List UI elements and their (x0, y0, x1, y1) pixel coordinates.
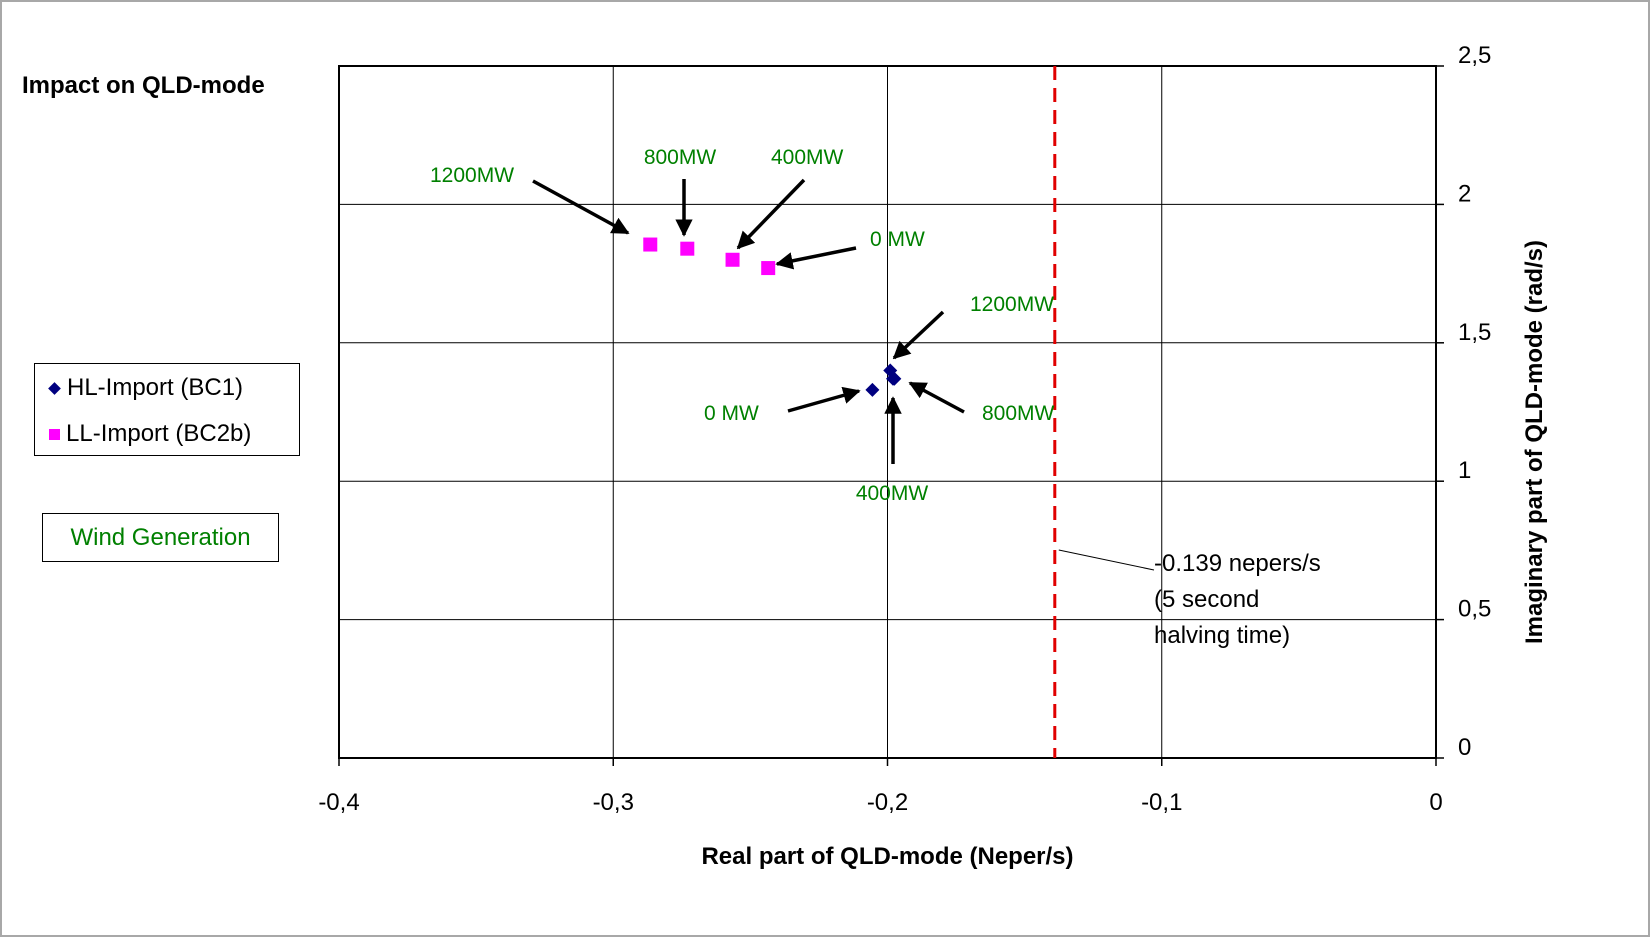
y-tick-label: 1,5 (1458, 319, 1491, 346)
square-marker-icon (49, 428, 60, 440)
diamond-marker-icon (48, 381, 61, 395)
annotation-arrow (892, 310, 945, 360)
label-hl-400: 400MW (856, 482, 929, 505)
legend: HL-Import (BC1) LL-Import (BC2b) (34, 363, 300, 456)
annotation-arrow (532, 179, 630, 235)
label-ll-0: 0 MW (870, 228, 925, 251)
annotation-arrow (775, 246, 857, 270)
data-point-ll (761, 261, 776, 276)
y-axis-title: Imaginary part of QLD-mode (rad/s) (1521, 240, 1548, 644)
threshold-leader-line (1058, 549, 1155, 571)
legend-item-hl: HL-Import (BC1) (47, 374, 243, 402)
data-point-ll (680, 241, 695, 256)
label-ll-400: 400MW (771, 146, 844, 169)
x-tick-label: 0 (1429, 789, 1442, 816)
data-point-ll (725, 252, 740, 267)
label-ll-800: 800MW (644, 146, 717, 169)
wind-generation-box: Wind Generation (42, 513, 279, 562)
label-hl-1200: 1200MW (970, 293, 1054, 316)
threshold-note-line-1: -0.139 nepers/s (1154, 550, 1321, 577)
annotation-arrow (736, 178, 806, 250)
threshold-note: -0.139 nepers/s (5 second halving time) (1154, 546, 1321, 654)
data-point-hl (865, 382, 880, 397)
legend-label-ll: LL-Import (BC2b) (66, 420, 252, 447)
y-tick-label: 0 (1458, 734, 1471, 761)
y-tick-label: 2,5 (1458, 42, 1491, 69)
x-tick-label: -0,1 (1141, 789, 1182, 816)
y-tick-label: 0,5 (1458, 596, 1491, 623)
x-tick-label: -0,2 (867, 789, 908, 816)
threshold-note-line-2: (5 second (1154, 586, 1260, 613)
x-tick-label: -0,4 (318, 789, 359, 816)
legend-label-hl: HL-Import (BC1) (67, 374, 244, 401)
y-tick-label: 2 (1458, 180, 1471, 207)
label-hl-800: 800MW (982, 402, 1055, 425)
legend-item-ll: LL-Import (BC2b) (47, 420, 251, 448)
y-tick-label: 1 (1458, 457, 1471, 484)
chart-title: Impact on QLD-mode (22, 72, 265, 99)
data-point-ll (643, 237, 658, 252)
x-axis-title: Real part of QLD-mode (Neper/s) (701, 843, 1073, 870)
annotation-arrow (787, 386, 861, 413)
x-tick-label: -0,3 (593, 789, 634, 816)
label-hl-0: 0 MW (704, 402, 759, 425)
threshold-note-line-3: halving time) (1154, 622, 1291, 649)
label-ll-1200: 1200MW (430, 164, 514, 187)
data-point-hl (883, 363, 898, 378)
annotation-arrow (908, 381, 965, 414)
